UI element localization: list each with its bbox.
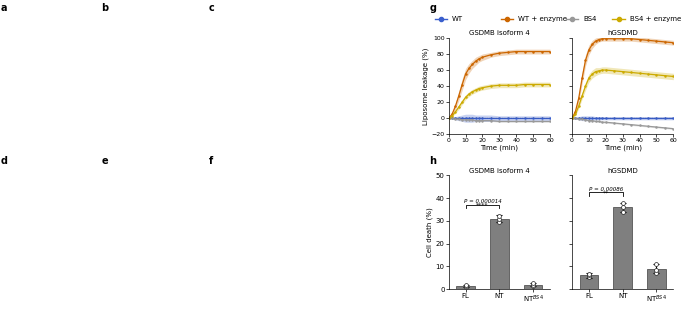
Bar	[524, 285, 543, 289]
Bar	[490, 219, 509, 289]
Text: b: b	[101, 3, 108, 13]
Text: BS4 + enzyme: BS4 + enzyme	[630, 16, 681, 22]
Text: a: a	[1, 3, 7, 13]
Y-axis label: Cell death (%): Cell death (%)	[426, 207, 433, 257]
Y-axis label: Liposome leakage (%): Liposome leakage (%)	[422, 47, 429, 125]
Bar	[456, 286, 475, 289]
Title: GSDMB isoform 4: GSDMB isoform 4	[469, 167, 530, 173]
Text: c: c	[209, 3, 214, 13]
Text: WT + enzyme: WT + enzyme	[518, 16, 566, 22]
Text: BS4: BS4	[584, 16, 597, 22]
Text: g: g	[429, 3, 436, 13]
Bar	[647, 269, 666, 289]
Title: hGSDMD: hGSDMD	[608, 30, 638, 36]
Text: P = 0.00086: P = 0.00086	[588, 187, 623, 192]
Text: f: f	[209, 156, 213, 167]
Bar	[613, 207, 632, 289]
Title: GSDMB isoform 4: GSDMB isoform 4	[469, 30, 530, 36]
Text: WT: WT	[452, 16, 463, 22]
Text: d: d	[1, 156, 8, 167]
Text: ****: ****	[476, 203, 488, 208]
X-axis label: Time (min): Time (min)	[480, 145, 519, 151]
Text: e: e	[101, 156, 108, 167]
Text: h: h	[429, 156, 436, 167]
X-axis label: Time (min): Time (min)	[603, 145, 642, 151]
Text: P = 0.000014: P = 0.000014	[464, 199, 501, 204]
Bar	[580, 276, 598, 289]
Title: hGSDMD: hGSDMD	[608, 167, 638, 173]
Text: **: **	[603, 191, 609, 195]
